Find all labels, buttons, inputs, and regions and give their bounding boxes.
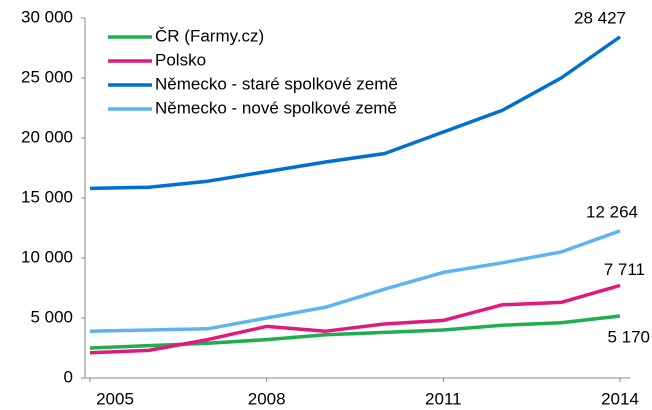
data-label: 12 264 <box>586 202 638 221</box>
y-tick-label: 15 000 <box>21 187 73 206</box>
y-tick-label: 25 000 <box>21 67 73 86</box>
series-line <box>89 314 621 350</box>
y-tick-label: 10 000 <box>21 247 73 266</box>
legend-label: Německo - nové spolkové země <box>155 98 397 117</box>
legend-label: Německo - staré spolkové země <box>155 74 398 93</box>
y-tick-label: 20 000 <box>21 127 73 146</box>
data-label: 7 711 <box>604 260 645 279</box>
x-tick-label: 2005 <box>96 389 134 408</box>
legend-label: ČR (Farmy.cz) <box>155 26 264 45</box>
data-label: 28 427 <box>574 8 626 27</box>
series-line <box>89 229 621 333</box>
x-tick-label: 2011 <box>425 389 462 408</box>
x-tick-label: 2008 <box>248 389 286 408</box>
series-line <box>89 283 621 355</box>
x-tick-label: 2014 <box>601 389 639 408</box>
y-tick-label: 0 <box>64 367 73 386</box>
series-line <box>89 35 622 191</box>
y-tick-label: 5 000 <box>30 307 73 326</box>
y-tick-label: 30 000 <box>21 7 73 26</box>
data-label: 5 170 <box>607 327 650 346</box>
legend-label: Polsko <box>155 50 206 69</box>
